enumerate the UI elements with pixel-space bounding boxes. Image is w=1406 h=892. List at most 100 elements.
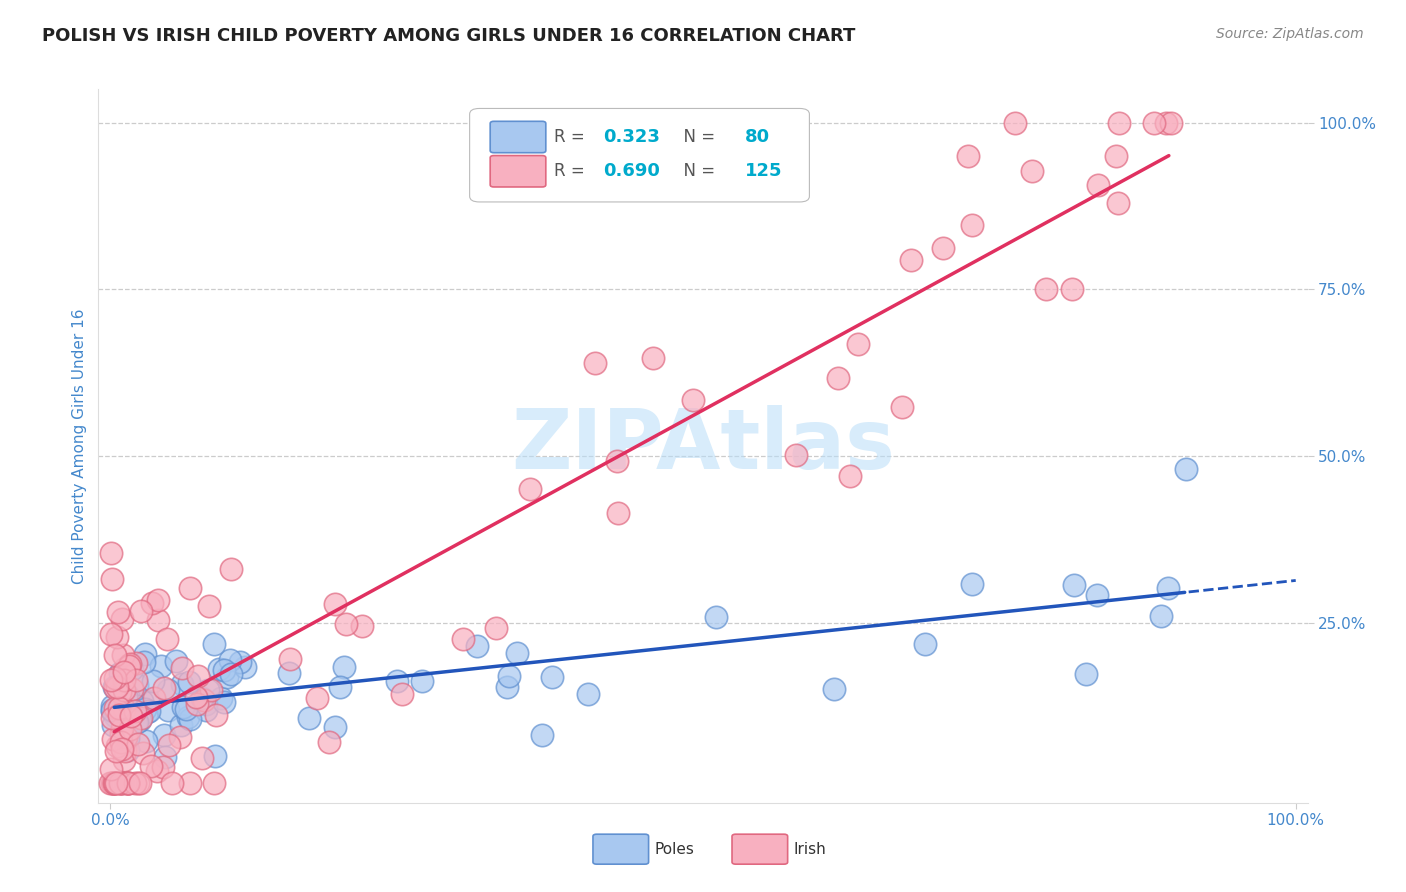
Point <box>191 691 214 706</box>
Point <box>200 682 222 697</box>
Point <box>177 710 200 724</box>
Point <box>111 721 134 735</box>
Point <box>519 482 541 496</box>
Point <box>125 673 148 687</box>
Point <box>125 715 148 730</box>
Point <box>110 726 132 740</box>
Point <box>101 699 124 714</box>
Point <box>103 776 125 790</box>
Point <box>104 671 127 685</box>
Point <box>1063 578 1085 592</box>
Point <box>212 695 235 709</box>
Point <box>101 718 124 732</box>
Point <box>108 708 131 723</box>
Point <box>114 743 136 757</box>
Point <box>1143 115 1166 129</box>
Text: 0.690: 0.690 <box>603 162 659 180</box>
Point <box>172 661 194 675</box>
Point <box>204 748 226 763</box>
Point <box>134 647 156 661</box>
Point <box>136 694 159 708</box>
Point <box>823 682 845 697</box>
Point <box>202 776 225 790</box>
Point <box>127 737 149 751</box>
Point <box>155 749 177 764</box>
Point <box>846 337 869 351</box>
Point <box>914 637 936 651</box>
Point <box>146 764 169 778</box>
Point <box>100 673 122 688</box>
Point <box>465 639 488 653</box>
Point <box>335 616 357 631</box>
Text: POLISH VS IRISH CHILD POVERTY AMONG GIRLS UNDER 16 CORRELATION CHART: POLISH VS IRISH CHILD POVERTY AMONG GIRL… <box>42 27 856 45</box>
Text: 125: 125 <box>745 162 783 180</box>
Point <box>112 673 135 687</box>
Point <box>101 731 124 746</box>
Point <box>100 627 122 641</box>
Point <box>184 690 207 705</box>
Point <box>212 663 235 677</box>
Point <box>101 704 124 718</box>
Point <box>117 776 139 790</box>
Point <box>131 694 153 708</box>
Point <box>100 776 122 790</box>
Point <box>105 744 128 758</box>
Point <box>411 673 433 688</box>
Point <box>221 562 243 576</box>
Point <box>1087 178 1109 193</box>
Point <box>121 682 143 697</box>
Point <box>1085 588 1108 602</box>
Point <box>307 690 329 705</box>
Point <box>104 776 127 790</box>
Point <box>170 677 193 691</box>
Point <box>146 593 169 607</box>
Point <box>233 659 256 673</box>
Point <box>134 702 156 716</box>
Point <box>152 728 174 742</box>
Point <box>191 751 214 765</box>
Point <box>198 599 221 613</box>
Point <box>105 739 128 754</box>
Point <box>124 705 146 719</box>
Point <box>111 612 134 626</box>
Point <box>229 655 252 669</box>
Point <box>606 454 628 468</box>
Point <box>117 776 139 790</box>
Text: N =: N = <box>672 128 720 146</box>
Point <box>117 692 139 706</box>
Point <box>385 673 408 688</box>
Point <box>135 734 157 748</box>
Point <box>118 657 141 672</box>
Point <box>1154 115 1177 129</box>
Point <box>112 701 135 715</box>
Point <box>706 610 728 624</box>
Point <box>496 680 519 694</box>
Point <box>1157 581 1180 595</box>
Point <box>1150 608 1173 623</box>
Point <box>101 711 124 725</box>
Point <box>100 546 122 560</box>
Point <box>118 723 141 737</box>
Point <box>172 700 194 714</box>
Text: 80: 80 <box>745 128 770 146</box>
Point <box>202 637 225 651</box>
Y-axis label: Child Poverty Among Girls Under 16: Child Poverty Among Girls Under 16 <box>72 309 87 583</box>
Point <box>104 776 127 790</box>
Point <box>209 690 232 705</box>
Point <box>1108 115 1130 129</box>
Point <box>103 708 125 723</box>
Point <box>101 572 124 586</box>
Point <box>350 619 373 633</box>
Point <box>134 655 156 669</box>
Point <box>531 728 554 742</box>
Point <box>891 401 914 415</box>
Point <box>101 703 124 717</box>
Point <box>142 690 165 705</box>
Point <box>498 669 520 683</box>
Point <box>114 683 136 698</box>
Point <box>956 149 979 163</box>
Point <box>785 448 807 462</box>
Point <box>1021 164 1043 178</box>
Text: R =: R = <box>554 128 591 146</box>
FancyBboxPatch shape <box>491 121 546 153</box>
